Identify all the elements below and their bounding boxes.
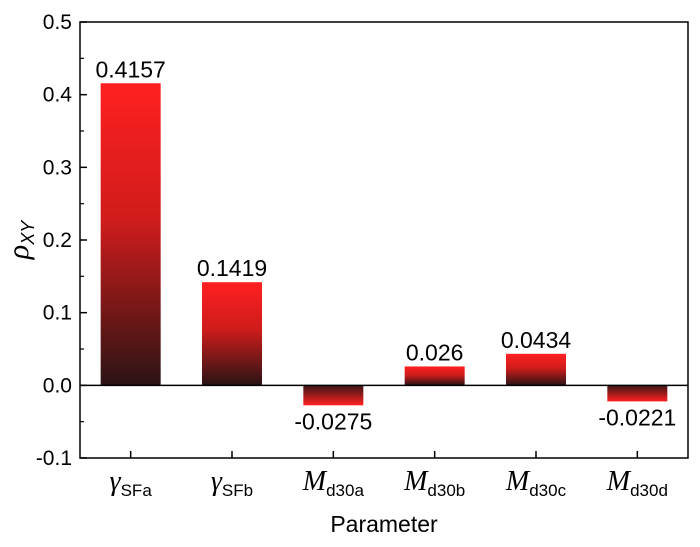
bar xyxy=(202,282,262,386)
x-axis-title: Parameter xyxy=(330,511,438,537)
y-tick-label: 0.5 xyxy=(43,11,72,34)
bar xyxy=(303,385,364,406)
data-label: 0.1419 xyxy=(197,255,267,281)
bar xyxy=(404,366,465,386)
data-label: 0.026 xyxy=(406,339,464,365)
y-tick-label: 0.4 xyxy=(43,84,73,107)
data-label: 0.4157 xyxy=(95,56,165,82)
x-tick-label: Md30c xyxy=(505,466,567,500)
x-tick-label: γSFb xyxy=(211,466,253,500)
bar xyxy=(506,353,566,386)
x-tick-label: Md30d xyxy=(606,466,668,500)
y-tick-label: 0.1 xyxy=(43,302,72,325)
bar xyxy=(100,83,161,386)
x-tick-label: Md30a xyxy=(302,466,365,500)
x-tick-label: Md30b xyxy=(403,466,465,500)
bar xyxy=(607,385,668,402)
y-tick-label: 0.3 xyxy=(43,156,72,179)
plot-frame xyxy=(79,21,689,459)
y-tick-label: -0.1 xyxy=(36,447,72,470)
y-tick-label: 0.0 xyxy=(43,374,72,397)
data-label: -0.0221 xyxy=(598,404,676,430)
y-tick-label: 0.2 xyxy=(43,229,72,252)
y-axis-title: ρXY xyxy=(2,219,38,260)
x-tick-label: γSFa xyxy=(110,466,153,500)
data-label: 0.0434 xyxy=(501,327,572,353)
data-label: -0.0275 xyxy=(294,408,372,434)
